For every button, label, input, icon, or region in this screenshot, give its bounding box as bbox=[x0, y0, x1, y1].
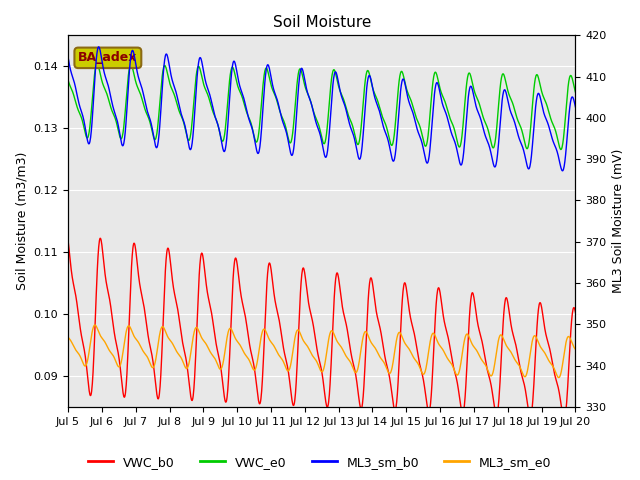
Text: BA_adex: BA_adex bbox=[78, 51, 138, 64]
VWC_e0 bbox=[557, 146, 565, 152]
Y-axis label: Soil Moisture (m3/m3): Soil Moisture (m3/m3) bbox=[15, 152, 28, 290]
Legend: VWC_b0, VWC_e0, ML3_sm_b0, ML3_sm_e0: VWC_b0, VWC_e0, ML3_sm_b0, ML3_sm_e0 bbox=[83, 451, 557, 474]
VWC_e0 bbox=[512, 110, 520, 116]
VWC_e0 bbox=[64, 77, 72, 83]
VWC_e0 bbox=[165, 77, 173, 83]
ML3_sm_b0 bbox=[177, 111, 185, 117]
VWC_e0 bbox=[234, 84, 242, 90]
ML3_sm_b0 bbox=[165, 60, 173, 66]
VWC_e0 bbox=[401, 77, 408, 83]
ML3_sm_e0 bbox=[572, 347, 579, 352]
VWC_b0 bbox=[467, 297, 475, 303]
VWC_b0 bbox=[96, 235, 104, 241]
Line: VWC_e0: VWC_e0 bbox=[68, 64, 575, 149]
VWC_e0 bbox=[177, 113, 185, 119]
VWC_b0 bbox=[561, 416, 568, 421]
ML3_sm_e0 bbox=[555, 375, 563, 381]
ML3_sm_e0 bbox=[512, 358, 520, 363]
ML3_sm_b0 bbox=[467, 84, 475, 89]
VWC_e0 bbox=[572, 89, 579, 95]
Title: Soil Moisture: Soil Moisture bbox=[273, 15, 371, 30]
ML3_sm_e0 bbox=[234, 339, 242, 345]
ML3_sm_b0 bbox=[512, 122, 520, 128]
Line: ML3_sm_e0: ML3_sm_e0 bbox=[68, 325, 575, 378]
VWC_b0 bbox=[234, 268, 242, 274]
ML3_sm_b0 bbox=[559, 168, 566, 174]
Line: ML3_sm_b0: ML3_sm_b0 bbox=[68, 47, 575, 171]
Y-axis label: ML3 Soil Moisture (mV): ML3 Soil Moisture (mV) bbox=[612, 149, 625, 293]
ML3_sm_b0 bbox=[64, 54, 72, 60]
ML3_sm_b0 bbox=[95, 44, 102, 50]
ML3_sm_e0 bbox=[165, 336, 173, 342]
VWC_b0 bbox=[512, 341, 520, 347]
VWC_e0 bbox=[467, 73, 475, 79]
ML3_sm_b0 bbox=[234, 75, 242, 81]
VWC_b0 bbox=[64, 237, 72, 243]
ML3_sm_e0 bbox=[467, 338, 475, 344]
Line: VWC_b0: VWC_b0 bbox=[68, 238, 575, 419]
VWC_b0 bbox=[572, 310, 579, 315]
ML3_sm_e0 bbox=[177, 355, 185, 361]
ML3_sm_e0 bbox=[64, 334, 72, 340]
VWC_b0 bbox=[401, 280, 408, 286]
ML3_sm_e0 bbox=[91, 322, 99, 328]
ML3_sm_e0 bbox=[401, 339, 408, 345]
VWC_b0 bbox=[177, 331, 185, 337]
VWC_e0 bbox=[93, 61, 100, 67]
VWC_b0 bbox=[165, 248, 173, 253]
ML3_sm_b0 bbox=[572, 104, 579, 110]
ML3_sm_b0 bbox=[401, 79, 408, 84]
